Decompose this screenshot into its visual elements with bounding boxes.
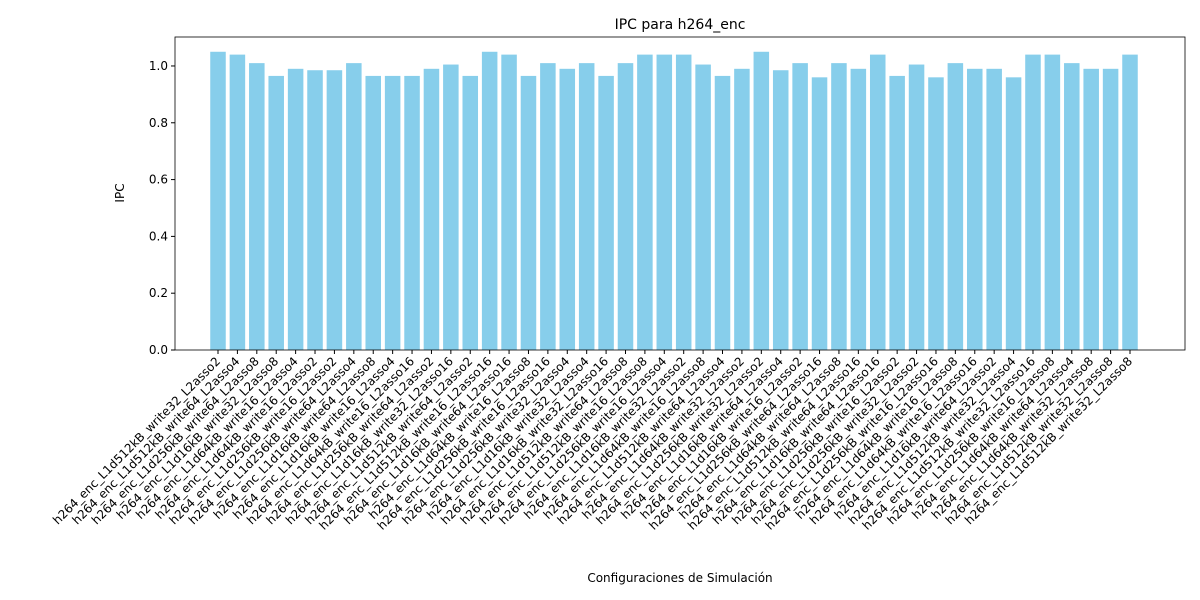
bar	[714, 75, 731, 350]
bar	[540, 63, 556, 350]
bar	[889, 75, 905, 350]
bar	[617, 63, 634, 350]
y-axis-label: IPC	[113, 183, 127, 202]
bar	[675, 54, 692, 350]
bar	[1102, 68, 1119, 350]
bar	[307, 70, 323, 351]
y-tick-label: 0.0	[149, 343, 168, 357]
y-tick-label: 0.8	[149, 116, 168, 130]
bar	[908, 64, 925, 351]
bar	[501, 54, 517, 350]
bar	[792, 63, 808, 350]
bar	[637, 54, 653, 350]
bar	[811, 77, 828, 350]
chart-title: IPC para h264_enc	[615, 17, 746, 33]
bar	[481, 51, 498, 351]
bar	[423, 68, 440, 350]
plot-frame	[174, 36, 1186, 351]
bar	[578, 63, 595, 350]
bar	[831, 63, 847, 350]
bar	[986, 68, 1002, 350]
bar	[928, 77, 944, 350]
bar	[598, 75, 614, 350]
bar	[753, 51, 770, 351]
bar	[559, 68, 576, 350]
bar	[365, 75, 381, 350]
bar	[346, 63, 362, 350]
bar	[287, 68, 304, 350]
bar	[229, 54, 246, 350]
bar	[1005, 77, 1022, 350]
bar	[656, 54, 673, 350]
bar	[384, 75, 401, 350]
y-tick-label: 0.6	[149, 173, 168, 187]
bar	[210, 51, 226, 351]
y-tick-label: 1.0	[149, 59, 168, 73]
bar	[1064, 63, 1080, 350]
bar	[520, 75, 537, 350]
bar	[326, 70, 343, 351]
bar	[1083, 68, 1099, 350]
bar	[850, 68, 867, 350]
y-tick-label: 0.2	[149, 286, 168, 300]
bar	[1025, 54, 1041, 350]
bar	[967, 68, 983, 350]
bar	[443, 64, 459, 351]
bar	[695, 64, 711, 351]
bar	[462, 75, 479, 350]
bar	[1122, 54, 1138, 350]
bar	[268, 75, 284, 350]
y-tick-label: 0.4	[149, 229, 168, 243]
bar	[947, 63, 964, 350]
bar	[404, 75, 420, 350]
bar	[1044, 54, 1061, 350]
bar	[772, 70, 789, 351]
bar	[249, 63, 265, 350]
bar	[869, 54, 886, 350]
x-axis-label: Configuraciones de Simulación	[587, 571, 772, 585]
bar	[734, 68, 750, 350]
